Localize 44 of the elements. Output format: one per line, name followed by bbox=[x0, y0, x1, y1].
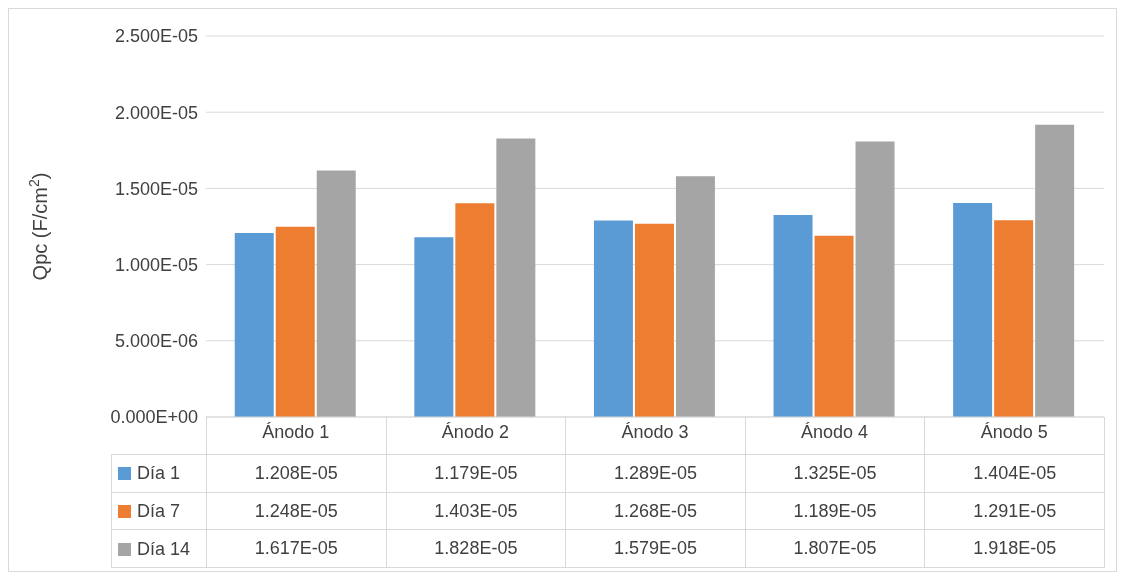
bar bbox=[1035, 124, 1075, 417]
legend-label: Día 14 bbox=[137, 538, 191, 559]
y-tick-label: 1.000E-05 bbox=[114, 254, 198, 275]
data-label: 1.828E-05 bbox=[386, 529, 566, 568]
data-label: 1.579E-05 bbox=[565, 529, 746, 568]
legend-label: Día 7 bbox=[137, 500, 181, 521]
bar bbox=[275, 226, 315, 417]
bar bbox=[634, 223, 674, 417]
y-tick-label: 1.500E-05 bbox=[114, 178, 198, 199]
data-label: 1.404E-05 bbox=[924, 454, 1105, 493]
data-label: 1.617E-05 bbox=[206, 529, 387, 568]
bar bbox=[773, 215, 813, 417]
x-tick-label: Ánodo 1 bbox=[262, 421, 330, 442]
legend-label: Día 1 bbox=[137, 463, 181, 484]
y-tick-label: 0.000E+00 bbox=[110, 407, 198, 428]
data-label: 1.291E-05 bbox=[924, 492, 1105, 530]
bar bbox=[496, 138, 536, 417]
bar bbox=[414, 237, 454, 417]
y-tick-label: 5.000E-06 bbox=[114, 331, 198, 352]
data-label: 1.189E-05 bbox=[745, 492, 925, 530]
bar bbox=[455, 203, 495, 417]
bar bbox=[316, 170, 356, 417]
bar bbox=[814, 235, 854, 417]
x-tick-label: Ánodo 5 bbox=[980, 421, 1048, 442]
x-tick-label: Ánodo 3 bbox=[621, 421, 689, 442]
data-label: 1.208E-05 bbox=[206, 454, 387, 493]
data-label: 1.289E-05 bbox=[565, 454, 746, 493]
data-label: 1.807E-05 bbox=[745, 529, 925, 568]
bar bbox=[855, 141, 895, 417]
x-tick-label: Ánodo 4 bbox=[801, 421, 869, 442]
y-tick-label: 2.500E-05 bbox=[114, 26, 198, 47]
data-label: 1.248E-05 bbox=[206, 492, 387, 530]
bar bbox=[994, 220, 1034, 417]
data-label: 1.918E-05 bbox=[924, 529, 1105, 568]
data-label: 1.325E-05 bbox=[745, 454, 925, 493]
x-tick-label: Ánodo 2 bbox=[441, 421, 509, 442]
bar bbox=[675, 176, 715, 417]
data-label: 1.403E-05 bbox=[386, 492, 566, 530]
bar bbox=[593, 220, 633, 417]
data-label: 1.179E-05 bbox=[386, 454, 566, 493]
y-tick-label: 2.000E-05 bbox=[114, 102, 198, 123]
data-label: 1.268E-05 bbox=[565, 492, 746, 530]
bar bbox=[234, 232, 274, 417]
bar bbox=[953, 203, 993, 417]
